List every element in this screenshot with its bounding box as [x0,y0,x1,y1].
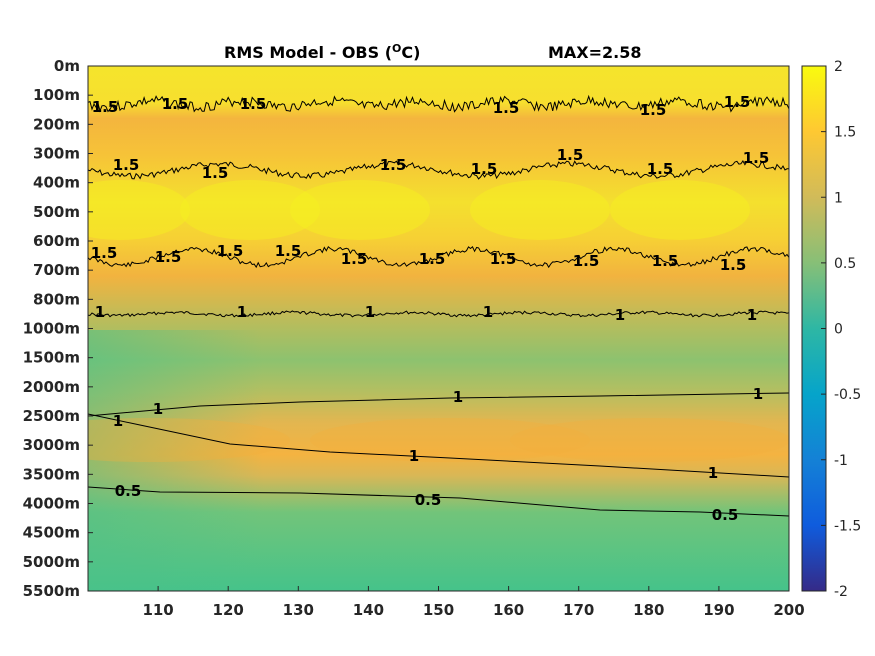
contour-label: 1 [753,385,763,403]
contour-label: 1.5 [91,244,118,262]
x-tick-label: 160 [493,601,524,619]
contour-label: 1.5 [240,95,267,113]
contour-label: 1 [409,447,419,465]
contour-line [88,310,789,318]
y-tick-label: 300m [33,145,80,163]
y-tick-label: 2500m [23,407,80,425]
colorbar-tick-label: -0.5 [834,387,861,403]
contour-label: 1.5 [573,252,600,270]
colorbar-tick-label: -1.5 [834,518,861,534]
y-tick-label: 600m [33,232,80,250]
x-tick-label: 130 [283,601,314,619]
contour-label: 1.5 [162,95,189,113]
y-tick-label: 3000m [23,436,80,454]
contour-label: 1.5 [217,242,244,260]
contour-label: 1.5 [493,99,520,117]
y-tick-label: 200m [33,115,80,133]
contour-line [88,160,789,180]
contour-label: 1.5 [647,160,674,178]
contour-label: 1 [708,464,718,482]
colorbar-tick-label: 2 [834,59,843,75]
contour-label: 1.5 [275,242,302,260]
contour-label: 1 [365,303,375,321]
y-tick-label: 4000m [23,495,80,513]
contour-label: 1 [113,412,123,430]
contour-label: 1 [237,303,247,321]
contour-label: 1.5 [724,93,751,111]
contour-label: 1.5 [380,156,407,174]
x-tick-label: 140 [353,601,384,619]
contour-line [88,94,789,113]
y-tick-label: 1500m [23,349,80,367]
y-tick-label: 5000m [23,553,80,571]
contour-label: 1 [747,306,757,324]
colorbar-tick-label: 1.5 [834,125,856,141]
contour-line [88,392,789,417]
x-axis: 110 120 130 140 150 160 170 180 190 200 [142,586,805,619]
contour-label: 1.5 [743,149,770,167]
contour-label: 1.5 [341,250,368,268]
colorbar-tick-label: 1 [834,190,843,206]
contour-label: 1.5 [202,164,229,182]
contour-label: 1.5 [113,156,140,174]
y-tick-label: 400m [33,174,80,192]
colorbar-tick-label: -1 [834,453,848,469]
contour-label: 1.5 [471,160,498,178]
contour-label: 1.5 [92,98,119,116]
y-tick-label: 700m [33,261,80,279]
colorbar-tick-label: 0 [834,322,843,338]
contour-line [88,486,789,517]
contour-label: 1 [95,303,105,321]
contour-label: 1 [615,306,625,324]
contour-label: 0.5 [115,482,142,500]
y-axis: 0m 100m 200m 300m 400m 500m 600m 700m 800m 1000m 1… [23,57,93,600]
contour-label: 1.5 [419,250,446,268]
contour-label: 1.5 [720,256,747,274]
contour-label: 1 [453,388,463,406]
colorbar-ticks: 2 1.5 1 0.5 0 -0.5 -1 -1.5 -2 [821,59,861,600]
contour-label: 1.5 [490,250,517,268]
x-tick-label: 170 [563,601,594,619]
x-tick-label: 110 [142,601,173,619]
colorbar-tick-label: -2 [834,584,848,600]
x-tick-label: 180 [633,601,664,619]
colorbar-tick-label: 0.5 [834,256,856,272]
x-tick-label: 120 [213,601,244,619]
contour-label: 1 [483,303,493,321]
y-tick-label: 1000m [23,320,80,338]
x-tick-label: 200 [773,601,804,619]
x-tick-label: 190 [703,601,734,619]
contour-line [88,245,789,269]
y-tick-label: 5500m [23,582,80,600]
y-tick-label: 500m [33,203,80,221]
heatmap-field: 1.5 1.5 1.5 1.5 1.5 1.5 1.5 1.5 1.5 1.5 1.5 1.5 1.5 1… [88,66,789,591]
contour-label: 1.5 [155,248,182,266]
max-label: MAX=2.58 [548,43,642,62]
y-tick-label: 0m [54,57,80,75]
y-tick-label: 100m [33,86,80,104]
y-tick-label: 2000m [23,378,80,396]
y-tick-label: 3500m [23,465,80,483]
y-tick-label: 800m [33,290,80,308]
y-tick-label: 4500m [23,524,80,542]
contour-line [88,413,789,478]
contour-label: 0.5 [415,491,442,509]
contour-label: 0.5 [712,506,739,524]
contour-label: 1.5 [652,252,679,270]
contour-label: 1 [153,400,163,418]
contour-label: 1.5 [557,146,584,164]
contour-label: 1.5 [640,101,667,119]
svg-text:RMS Model - OBS (OC): RMS Model - OBS (OC) [224,42,420,62]
chart-title: RMS Model - OBS (OC) [224,42,420,62]
x-tick-label: 150 [423,601,454,619]
